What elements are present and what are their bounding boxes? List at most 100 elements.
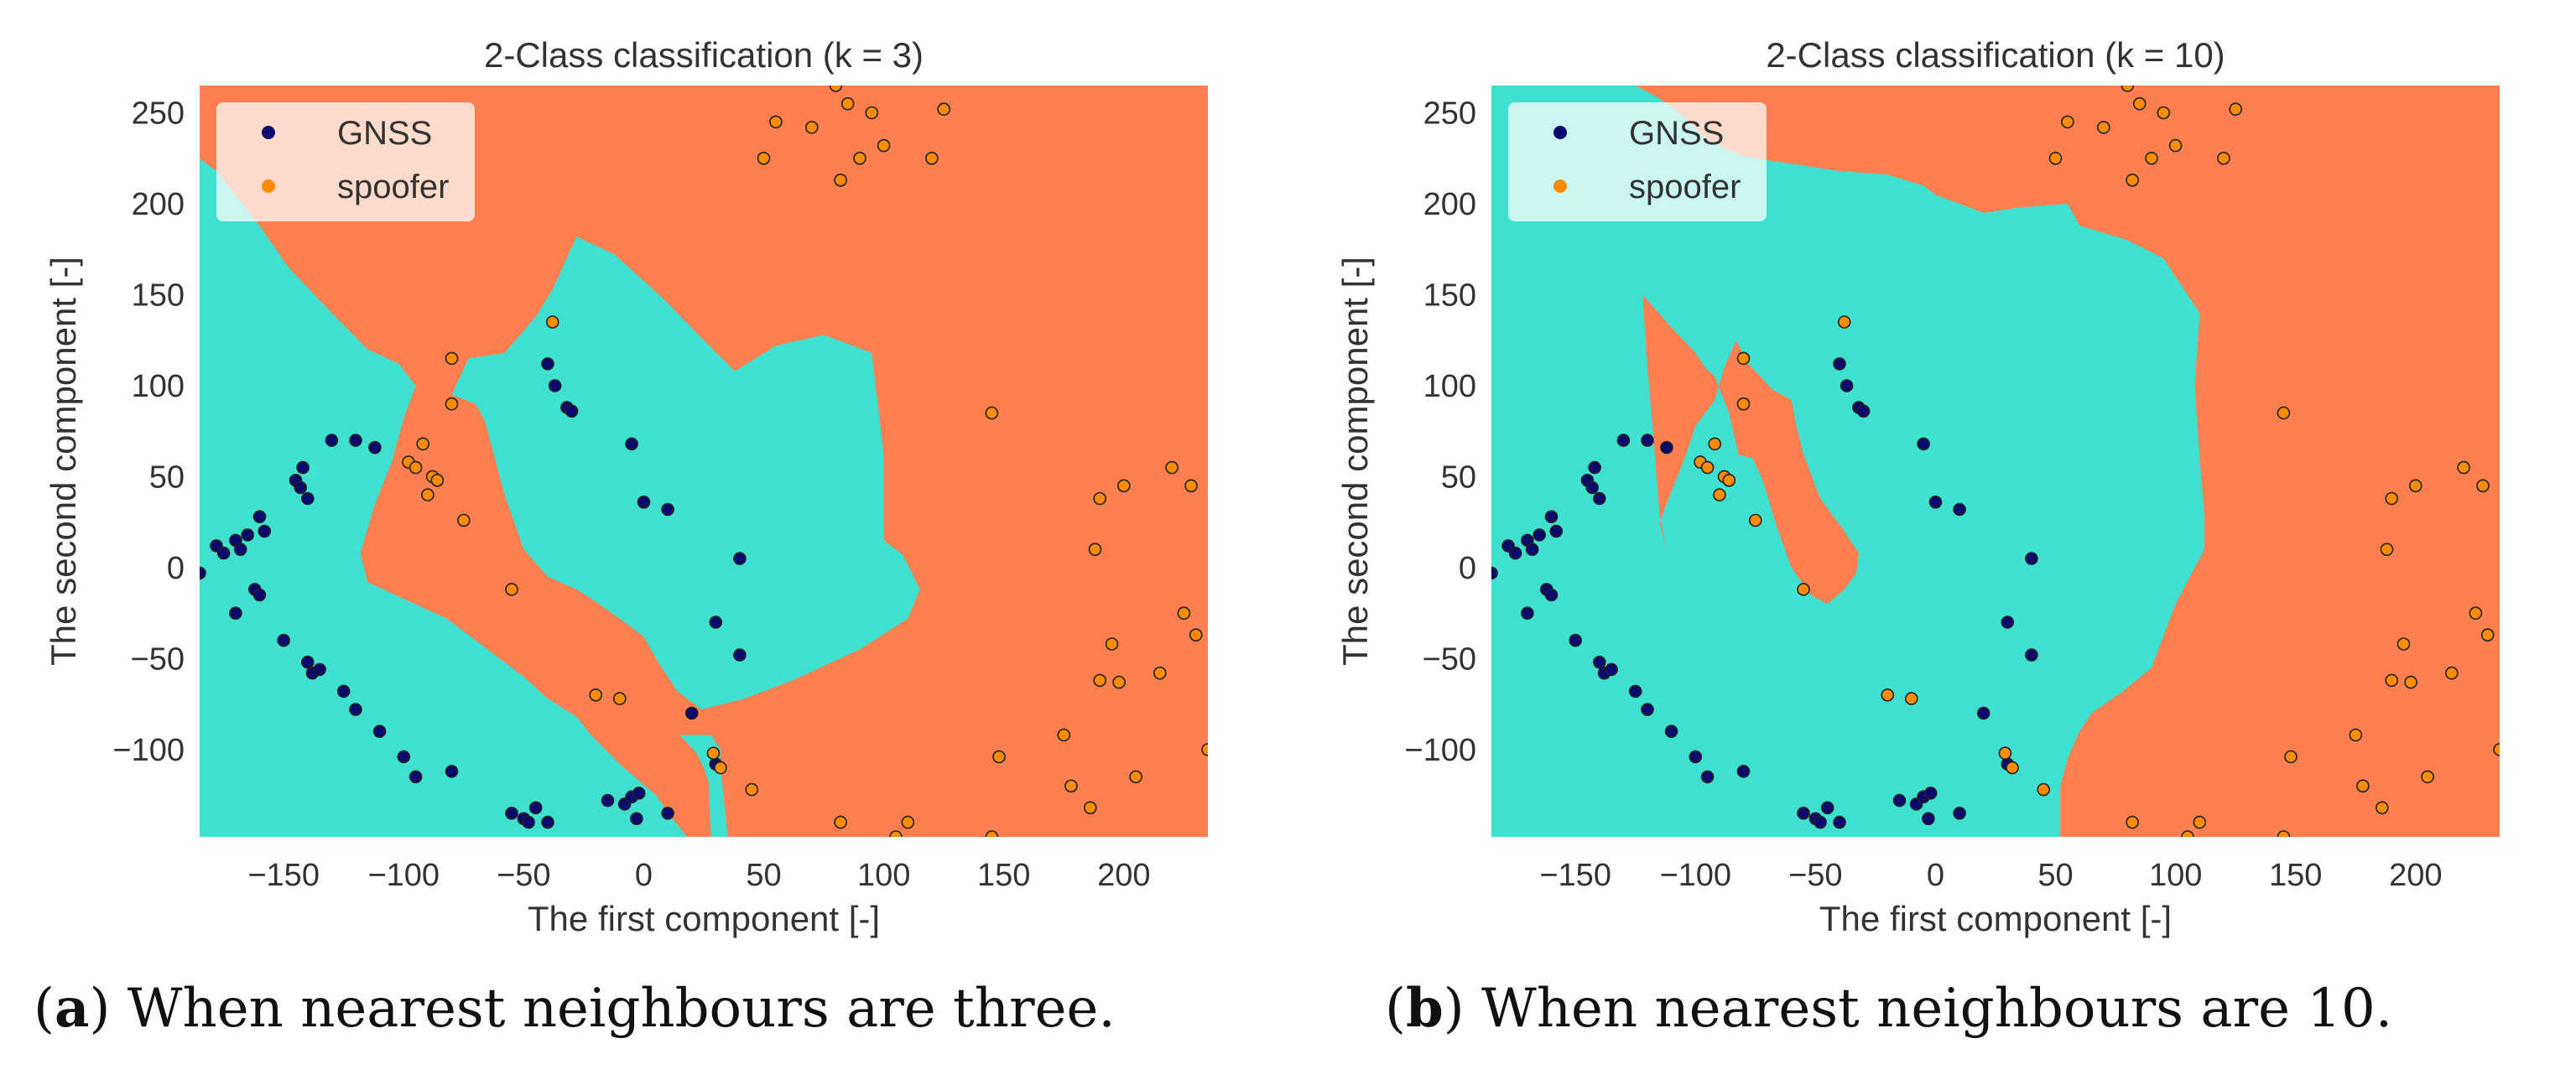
- gnss-point: [229, 606, 242, 621]
- gnss-point: [1953, 502, 1966, 517]
- y-tick-label: 150: [1423, 278, 1476, 313]
- y-tick-label: −100: [1404, 733, 1476, 768]
- spoofer-point: [877, 138, 891, 153]
- gnss-point: [349, 703, 362, 716]
- gnss-point: [445, 765, 459, 778]
- gnss-point: [1856, 404, 1871, 418]
- spoofer-point: [2349, 728, 2363, 742]
- gnss-point: [1544, 588, 1559, 602]
- gnss-point: [661, 806, 674, 820]
- y-tick-label: 0: [1459, 551, 1476, 586]
- spoofer-point: [985, 830, 999, 837]
- spoofer-point: [2476, 479, 2490, 493]
- spoofer-point: [2121, 86, 2135, 92]
- spoofer-point: [1105, 637, 1119, 651]
- spoofer-point: [421, 488, 435, 501]
- y-tick-label: −100: [112, 733, 185, 768]
- y-axis-label: The second component [-]: [44, 257, 83, 666]
- spoofer-point: [2284, 750, 2298, 764]
- x-tick-label: 150: [977, 858, 1030, 893]
- spoofer-point: [769, 115, 783, 129]
- spoofer-point: [2445, 666, 2459, 680]
- gnss-point: [1491, 566, 1498, 580]
- gnss-point: [1533, 528, 1547, 542]
- gnss-point: [709, 615, 723, 629]
- x-tick-label: 150: [2269, 858, 2322, 893]
- chart-panel-b: −150 −100 −50 0 50 100 150 200 −100 −50 0 50 100 150 2…: [1335, 35, 2500, 938]
- spoofer-point: [2404, 675, 2417, 689]
- spoofer-point: [445, 351, 459, 366]
- y-axis-label: The second component [-]: [1335, 257, 1375, 666]
- data-points: [200, 86, 1208, 837]
- spoofer-point: [2061, 115, 2074, 129]
- spoofer-point: [1112, 675, 1126, 689]
- spoofer-point: [2145, 152, 2158, 165]
- spoofer-point: [409, 460, 423, 475]
- gnss-point: [1592, 491, 1606, 506]
- spoofer-point: [992, 750, 1006, 764]
- chart-title: 2-Class classification (k = 3): [484, 35, 924, 75]
- gnss-point: [1605, 662, 1618, 677]
- gnss-point: [300, 491, 315, 506]
- spoofer-point: [2421, 770, 2434, 784]
- x-tick-label: 200: [2389, 858, 2442, 893]
- gnss-point: [1660, 440, 1673, 454]
- gnss-point: [372, 724, 387, 739]
- spoofer-point: [1713, 488, 1726, 501]
- gnss-point: [294, 480, 308, 495]
- spoofer-point: [2480, 628, 2495, 642]
- x-tick-label: −150: [247, 858, 320, 893]
- spoofer-point: [1184, 479, 1198, 493]
- spoofer-point: [937, 102, 950, 116]
- gnss-point: [1922, 812, 1935, 826]
- spoofer-point: [1057, 728, 1071, 742]
- spoofer-point: [1722, 473, 1736, 487]
- spoofer-point: [1837, 315, 1851, 329]
- gnss-point: [601, 793, 615, 808]
- spoofer-point: [757, 152, 771, 165]
- gnss-point: [541, 815, 554, 829]
- legend-marker-gnss: [1553, 126, 1567, 139]
- spoofer-point: [1117, 479, 1131, 493]
- x-tick-label: −50: [497, 858, 550, 893]
- spoofer-point: [2277, 830, 2291, 837]
- x-tick-label: −100: [1659, 858, 1731, 893]
- spoofer-point: [1153, 666, 1167, 680]
- spoofer-point: [2356, 779, 2370, 793]
- x-axis-label: The first component [-]: [528, 899, 880, 938]
- gnss-point: [2025, 648, 2038, 662]
- gnss-point: [1923, 787, 1938, 800]
- spoofer-point: [2380, 543, 2394, 557]
- y-tick-label: 0: [167, 551, 185, 586]
- spoofer-point: [1904, 692, 1918, 705]
- y-tick-label: 50: [1441, 460, 1476, 495]
- spoofer-point: [853, 152, 866, 165]
- gnss-point: [2001, 615, 2015, 629]
- legend: GNSS spoofer: [216, 102, 475, 221]
- x-tick-label: −50: [1788, 858, 1842, 893]
- spoofer-point: [1881, 688, 1895, 702]
- gnss-point: [252, 588, 267, 602]
- spoofer-point: [1064, 779, 1078, 793]
- gnss-point: [528, 801, 543, 815]
- spoofer-point: [2493, 743, 2500, 756]
- gnss-point: [1840, 379, 1854, 392]
- spoofer-point: [2048, 152, 2063, 165]
- spoofer-point: [1736, 351, 1751, 366]
- gnss-point: [1833, 815, 1846, 829]
- spoofer-point: [714, 761, 727, 775]
- spoofer-point: [2217, 152, 2230, 165]
- gnss-point: [216, 546, 231, 560]
- gnss-point: [522, 815, 535, 829]
- y-tick-label: 200: [132, 187, 185, 222]
- y-tick-label: 200: [1423, 187, 1476, 222]
- spoofer-point: [1093, 673, 1106, 688]
- spoofer-point: [840, 96, 855, 111]
- gnss-point: [661, 502, 674, 517]
- spoofer-point: [1093, 491, 1106, 506]
- gnss-point: [565, 404, 579, 418]
- spoofer-point: [1708, 437, 1722, 451]
- gnss-point: [252, 510, 267, 524]
- spoofer-point: [2157, 106, 2171, 120]
- x-tick-label: 50: [2037, 858, 2073, 893]
